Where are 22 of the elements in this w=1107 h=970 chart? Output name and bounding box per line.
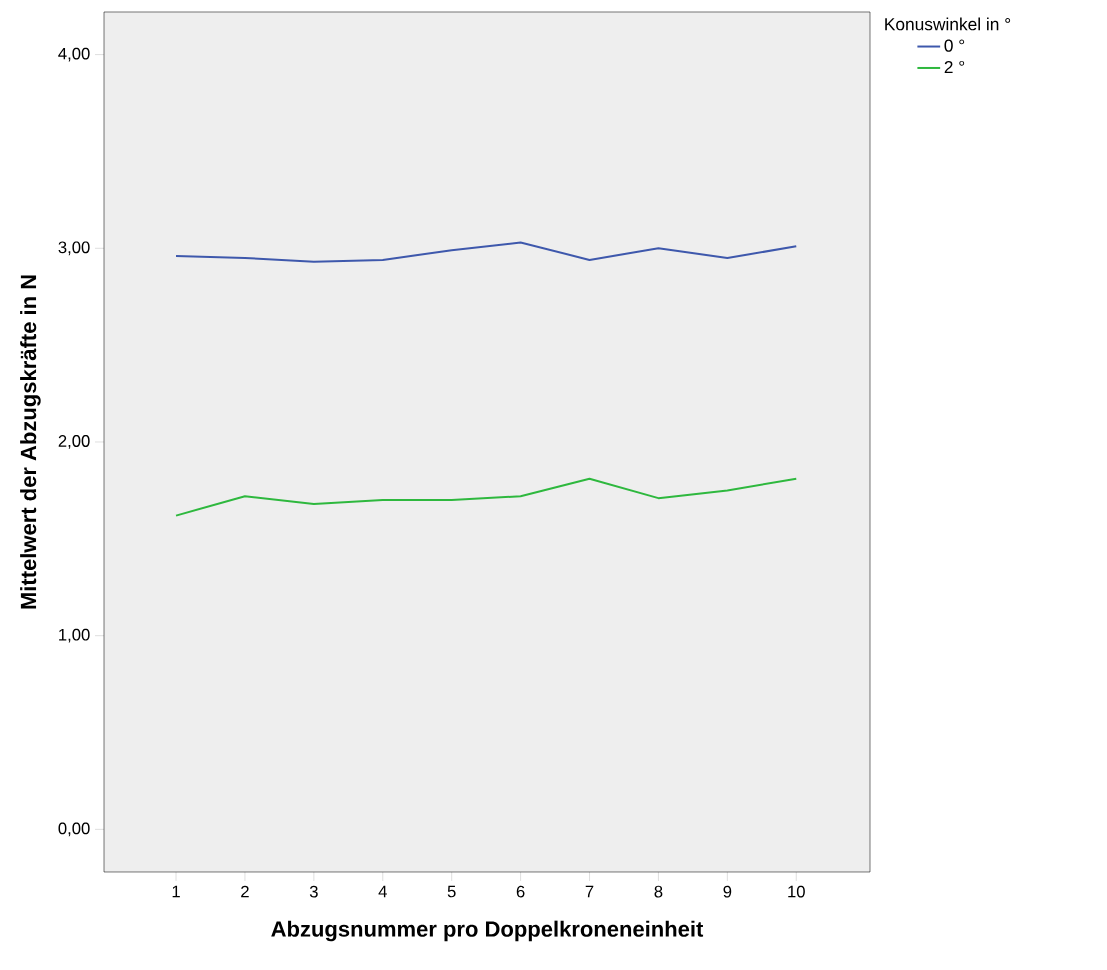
legend-label: 0 ° bbox=[944, 39, 965, 52]
legend-title: Konuswinkel in ° bbox=[885, 17, 1011, 31]
y-axis-title: Mittelwert der Abzugskräfte in N bbox=[20, 275, 41, 609]
x-tick-label: 8 bbox=[654, 885, 663, 898]
y-tick-label: 0,00 bbox=[58, 822, 90, 837]
y-tick-label: 3,00 bbox=[58, 241, 90, 256]
line-series bbox=[175, 477, 798, 517]
x-tick-label: 6 bbox=[516, 885, 525, 898]
x-tick-label: 9 bbox=[723, 885, 732, 898]
x-tick-label: 2 bbox=[241, 885, 249, 898]
x-axis-title: Abzugsnummer pro Doppelkroneneinheit bbox=[271, 920, 704, 942]
x-tick-label: 3 bbox=[309, 885, 318, 898]
y-tick-label: 4,00 bbox=[58, 47, 90, 62]
x-tick-label: 7 bbox=[585, 885, 594, 898]
x-tick-label: 10 bbox=[788, 885, 805, 898]
legend-label: 2 ° bbox=[944, 60, 965, 74]
x-tick-label: 1 bbox=[172, 885, 180, 898]
y-tick-label: 1,00 bbox=[59, 628, 90, 643]
line-series bbox=[175, 241, 798, 263]
x-tick-label: 4 bbox=[378, 885, 387, 898]
x-tick-label: 5 bbox=[447, 885, 456, 898]
y-tick-label: 2,00 bbox=[58, 435, 90, 449]
